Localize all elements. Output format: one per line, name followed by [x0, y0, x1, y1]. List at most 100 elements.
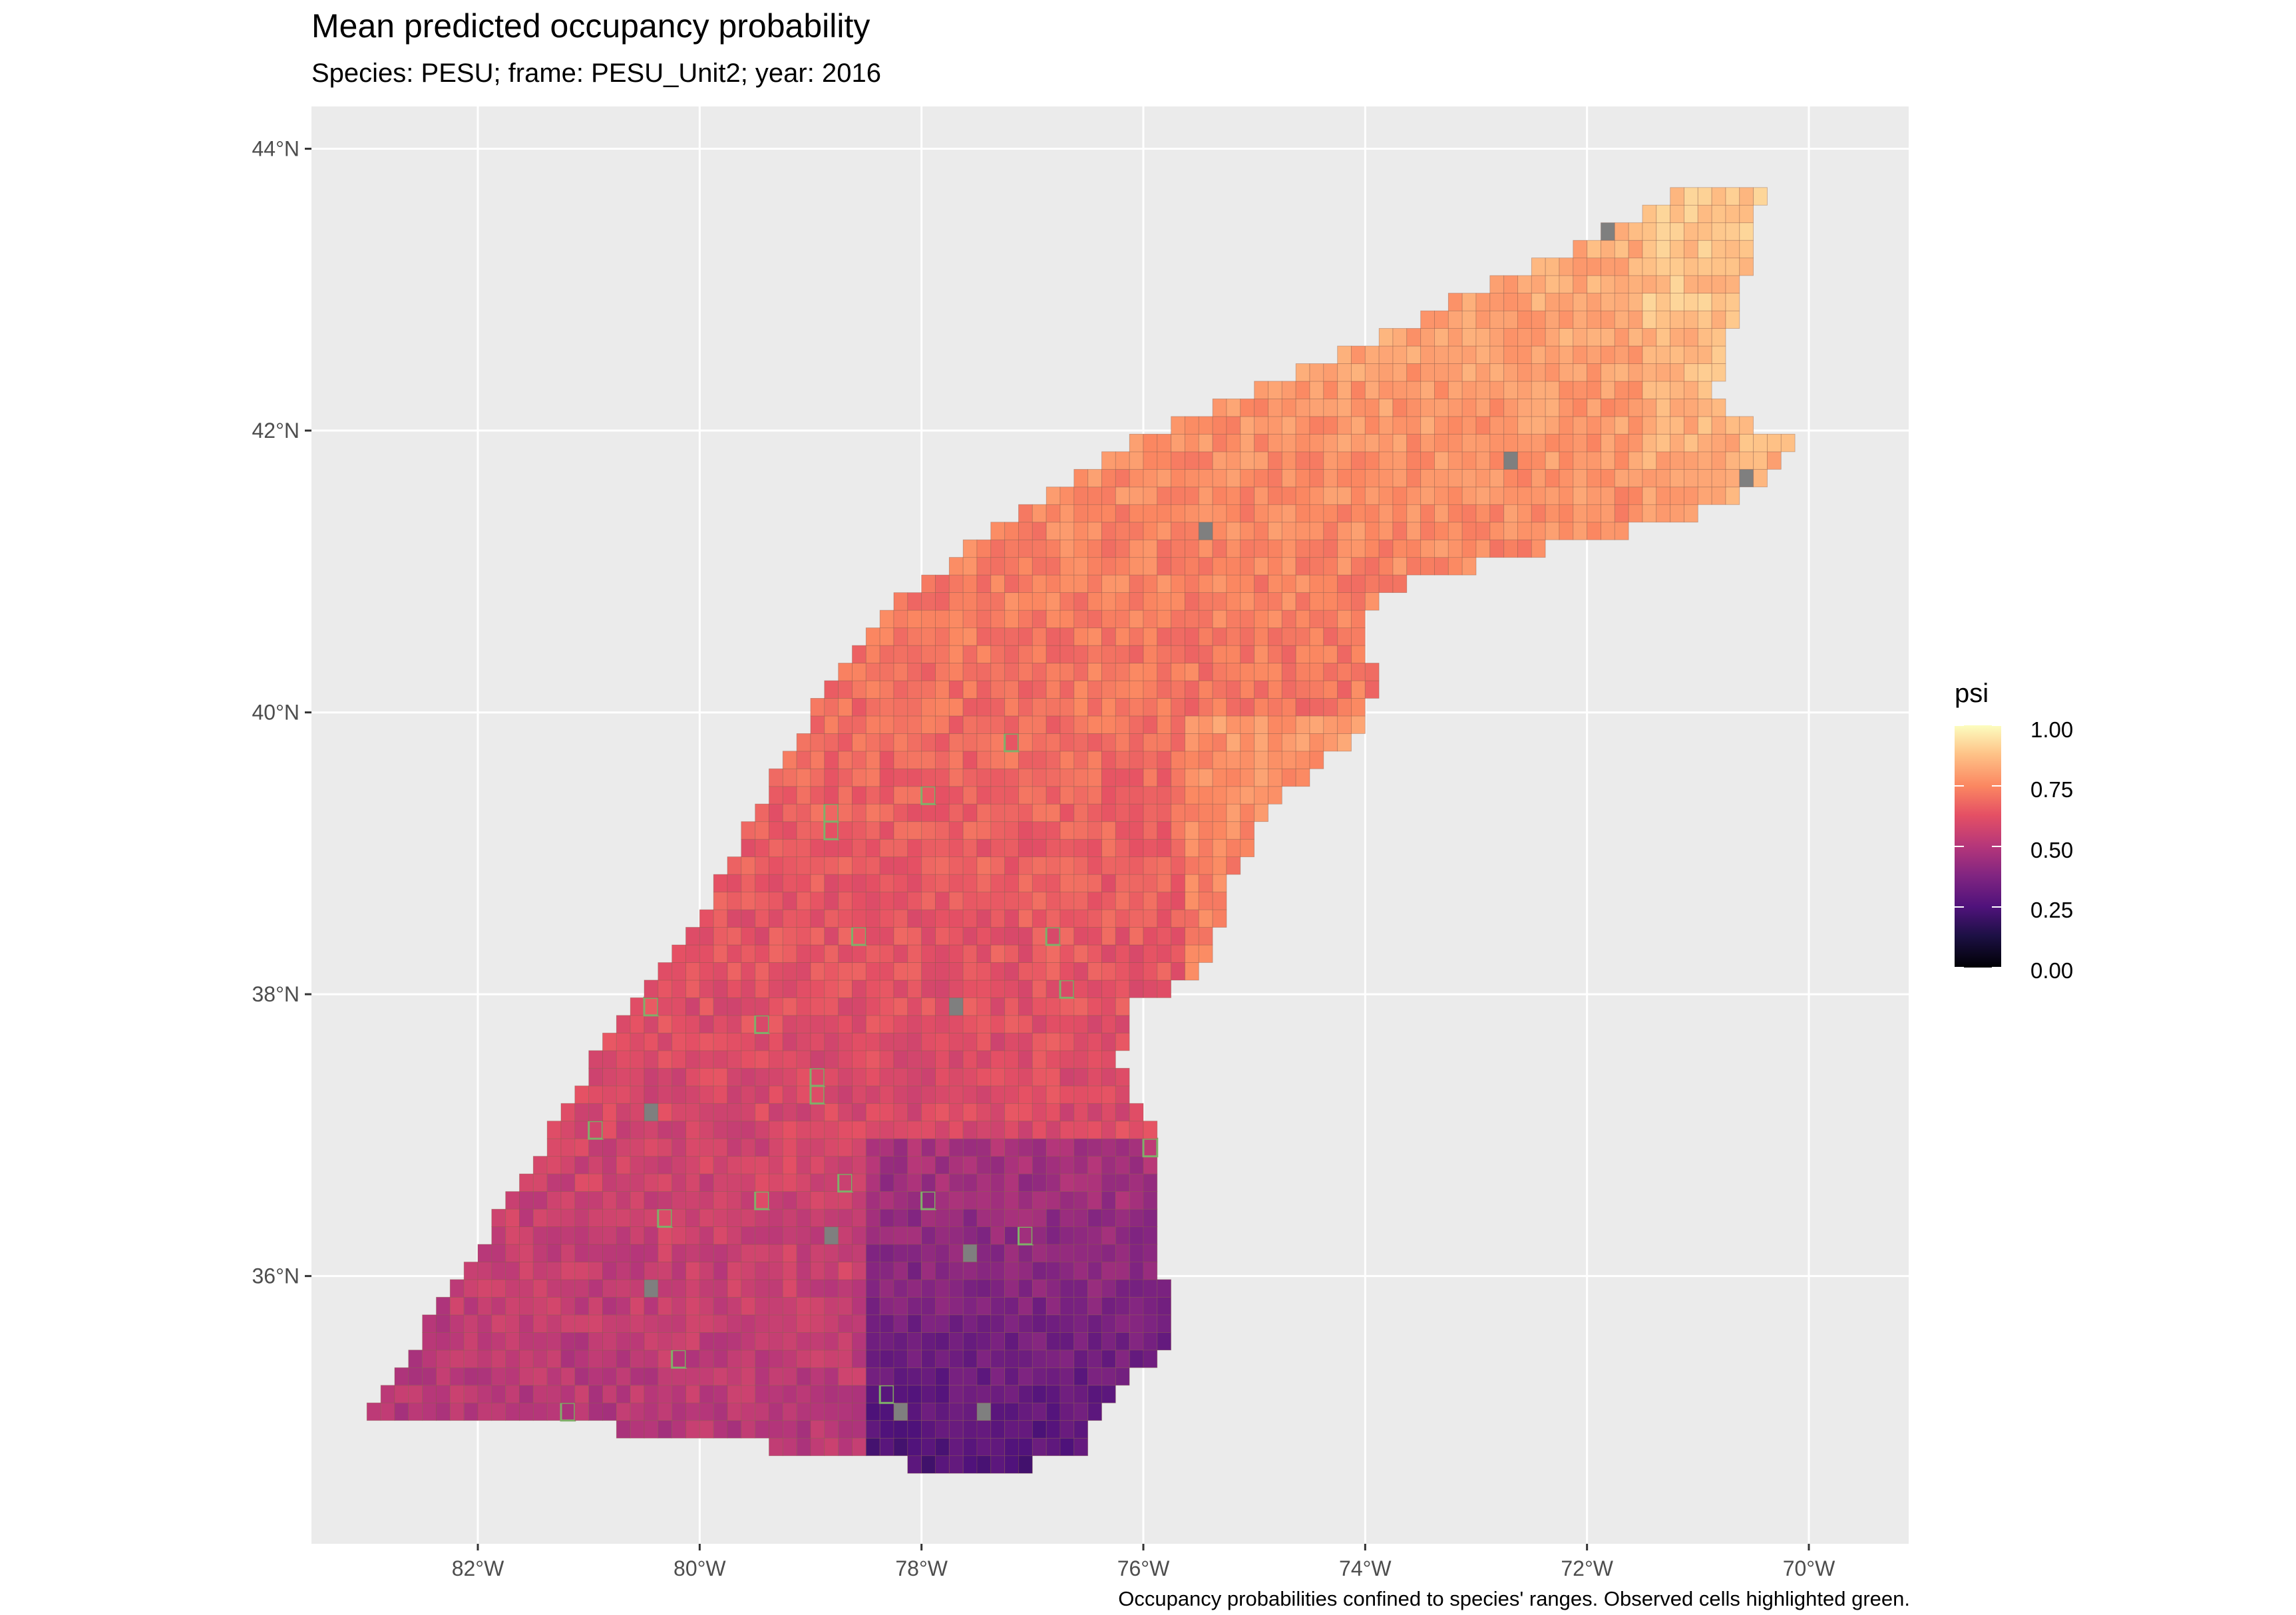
grid-cell — [1143, 874, 1158, 892]
grid-cell — [893, 1085, 908, 1104]
grid-cell — [1185, 733, 1199, 752]
grid-cell — [824, 1297, 839, 1316]
grid-cell — [990, 1437, 1006, 1457]
grid-cell — [1309, 592, 1324, 611]
grid-cell — [685, 997, 700, 1016]
grid-cell — [463, 1332, 478, 1351]
grid-cell — [1115, 610, 1130, 628]
grid-cell — [962, 663, 978, 681]
grid-cell — [1601, 399, 1615, 417]
grid-cell — [962, 1297, 978, 1316]
grid-cell — [602, 1349, 617, 1368]
grid-cell — [1226, 645, 1241, 663]
grid-cell — [1018, 1138, 1033, 1157]
grid-cell — [1143, 1349, 1158, 1368]
grid-cell — [1226, 803, 1241, 822]
grid-cell — [546, 1297, 562, 1316]
grid-cell — [588, 1349, 603, 1368]
grid-cell — [685, 980, 700, 998]
grid-cell — [879, 1332, 894, 1351]
grid-cell — [1642, 204, 1657, 224]
grid-cell — [824, 1138, 839, 1157]
grid-cell — [1129, 980, 1144, 998]
grid-cell — [755, 1297, 769, 1316]
grid-cell — [602, 1279, 617, 1298]
grid-cell — [1073, 856, 1089, 875]
grid-cell — [1171, 856, 1185, 875]
grid-cell — [921, 1226, 936, 1245]
grid-cell — [1684, 275, 1698, 294]
grid-cell — [935, 645, 950, 663]
grid-cell — [782, 892, 797, 910]
grid-cell — [1198, 468, 1213, 488]
grid-cell — [1559, 451, 1574, 470]
grid-cell — [1171, 786, 1185, 805]
grid-cell — [1087, 1262, 1102, 1280]
grid-cell — [990, 1297, 1006, 1316]
grid-cell — [1531, 363, 1546, 382]
grid-cell — [713, 927, 728, 946]
grid-cell — [769, 1226, 783, 1245]
grid-cell — [741, 1121, 756, 1139]
grid-cell — [1420, 434, 1435, 452]
grid-cell — [1059, 803, 1075, 822]
grid-cell — [741, 927, 756, 946]
grid-cell — [921, 1279, 936, 1298]
grid-cell — [893, 909, 908, 928]
grid-cell — [1378, 363, 1394, 382]
grid-cell — [948, 592, 964, 611]
grid-cell — [852, 1121, 866, 1139]
grid-cell — [1185, 504, 1199, 523]
grid-cell — [1073, 715, 1089, 734]
grid-cell — [1046, 1085, 1061, 1104]
grid-cell — [1004, 1103, 1019, 1122]
grid-cell — [990, 1050, 1006, 1069]
grid-cell — [1212, 768, 1227, 787]
grid-cell — [769, 892, 783, 910]
grid-cell — [1101, 768, 1116, 787]
grid-cell — [1323, 399, 1338, 417]
grid-cell — [1670, 381, 1684, 399]
grid-cell — [1295, 663, 1310, 681]
grid-cell — [1670, 222, 1684, 241]
grid-cell — [1004, 645, 1019, 663]
grid-cell — [727, 927, 742, 946]
grid-cell — [1018, 715, 1033, 734]
grid-cell — [1337, 680, 1352, 699]
grid-cell — [1115, 451, 1130, 470]
grid-cell — [1323, 486, 1338, 505]
grid-cell — [560, 1103, 576, 1122]
grid-cell — [782, 962, 797, 981]
grid-cell — [394, 1385, 409, 1403]
grid-cell — [1573, 328, 1588, 347]
grid-cell — [1503, 451, 1518, 470]
grid-cell — [990, 1138, 1006, 1157]
grid-cell — [1351, 557, 1366, 576]
grid-cell — [976, 628, 992, 646]
grid-cell — [1046, 733, 1061, 752]
grid-cell — [1739, 222, 1754, 241]
grid-cell — [1281, 592, 1296, 611]
grid-cell — [560, 1279, 576, 1298]
grid-cell — [990, 927, 1006, 946]
grid-cell — [1087, 539, 1102, 558]
grid-cell — [1587, 293, 1601, 311]
grid-cell — [1351, 416, 1366, 435]
grid-cell — [1406, 451, 1422, 470]
grid-cell — [699, 1226, 714, 1245]
grid-cell — [1268, 751, 1282, 769]
grid-cell — [1198, 680, 1213, 699]
grid-cell — [713, 1121, 728, 1139]
grid-cell — [1656, 204, 1671, 224]
grid-cell — [463, 1279, 478, 1298]
grid-cell — [1739, 258, 1754, 276]
grid-cell — [658, 1244, 672, 1262]
grid-cell — [1101, 663, 1116, 681]
grid-cell — [1129, 1314, 1144, 1333]
grid-cell — [560, 1226, 576, 1245]
grid-cell — [962, 892, 978, 910]
grid-cell — [865, 751, 880, 769]
legend-title: psi — [1955, 679, 1989, 708]
grid-cell — [1115, 663, 1130, 681]
grid-cell — [1198, 610, 1213, 628]
